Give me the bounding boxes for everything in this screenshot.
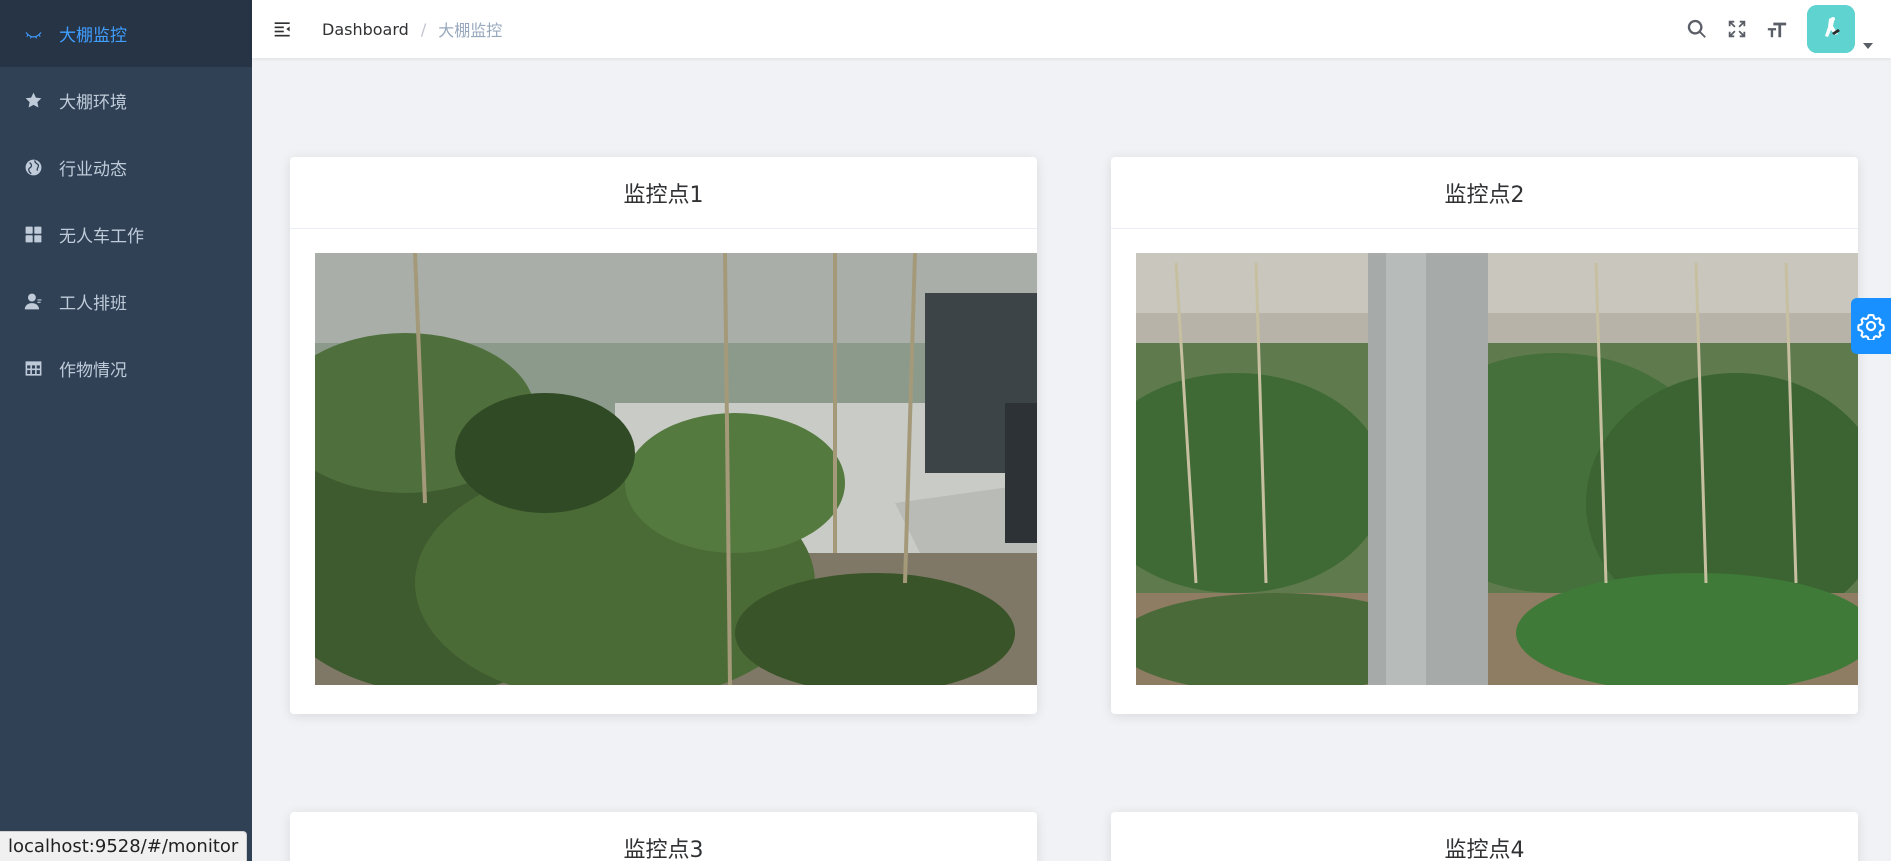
sidebar-item-label: 大棚监控 xyxy=(59,26,127,46)
gear-icon xyxy=(1857,313,1885,340)
eye-icon xyxy=(22,23,44,45)
dashboard-grid-icon xyxy=(22,224,44,246)
monitor-card-1: 监控点1 xyxy=(290,157,1037,714)
monitor-card-2: 监控点2 xyxy=(1111,157,1858,714)
sidebar-item-label: 行业动态 xyxy=(59,160,127,180)
star-icon xyxy=(22,90,44,112)
sidebar-item-label: 无人车工作 xyxy=(59,227,144,247)
sidebar-item-greenhouse-environment[interactable]: 大棚环境 xyxy=(0,67,252,134)
right-menu xyxy=(1677,0,1891,58)
monitor-card-4: 监控点4 xyxy=(1111,812,1858,861)
hamburger-menu-icon[interactable] xyxy=(272,18,294,40)
font-size-icon[interactable] xyxy=(1764,16,1790,42)
monitor-video-2[interactable] xyxy=(1136,253,1858,685)
breadcrumb-separator: / xyxy=(420,19,427,39)
user-icon xyxy=(22,291,44,313)
sidebar: 大棚监控 大棚环境 行业动态 无人车工作 工人排班 作物情况 xyxy=(0,0,252,861)
breadcrumb: Dashboard / 大棚监控 xyxy=(322,17,502,41)
card-title: 监控点2 xyxy=(1111,157,1858,229)
sidebar-item-industry-news[interactable]: 行业动态 xyxy=(0,134,252,201)
sidebar-item-label: 作物情况 xyxy=(59,361,127,381)
sidebar-item-label: 工人排班 xyxy=(59,294,127,314)
globe-icon xyxy=(22,157,44,179)
avatar[interactable] xyxy=(1807,5,1855,53)
browser-status-url: localhost:9528/#/monitor xyxy=(0,831,248,861)
sidebar-item-label: 大棚环境 xyxy=(59,93,127,113)
monitor-card-3: 监控点3 xyxy=(290,812,1037,861)
card-title: 监控点1 xyxy=(290,157,1037,229)
fullscreen-icon[interactable] xyxy=(1724,16,1750,42)
monitor-video-1[interactable] xyxy=(315,253,1037,685)
breadcrumb-dashboard[interactable]: Dashboard xyxy=(322,19,409,39)
sidebar-item-worker-schedule[interactable]: 工人排班 xyxy=(0,268,252,335)
chevron-down-icon[interactable] xyxy=(1863,43,1873,49)
table-icon xyxy=(22,358,44,380)
breadcrumb-current: 大棚监控 xyxy=(438,21,503,40)
sidebar-item-unmanned-vehicle[interactable]: 无人车工作 xyxy=(0,201,252,268)
card-title: 监控点4 xyxy=(1111,812,1858,861)
navbar: Dashboard / 大棚监控 xyxy=(252,0,1891,58)
sidebar-item-greenhouse-monitor[interactable]: 大棚监控 xyxy=(0,0,252,67)
search-icon[interactable] xyxy=(1684,16,1710,42)
sidebar-item-crop-status[interactable]: 作物情况 xyxy=(0,335,252,402)
avatar-dropdown[interactable] xyxy=(1807,5,1873,53)
settings-button[interactable] xyxy=(1851,298,1891,354)
card-title: 监控点3 xyxy=(290,812,1037,861)
